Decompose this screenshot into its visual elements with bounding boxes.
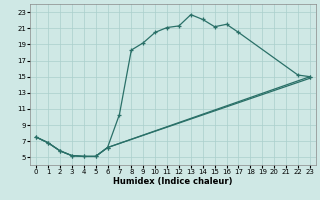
X-axis label: Humidex (Indice chaleur): Humidex (Indice chaleur) (113, 177, 233, 186)
